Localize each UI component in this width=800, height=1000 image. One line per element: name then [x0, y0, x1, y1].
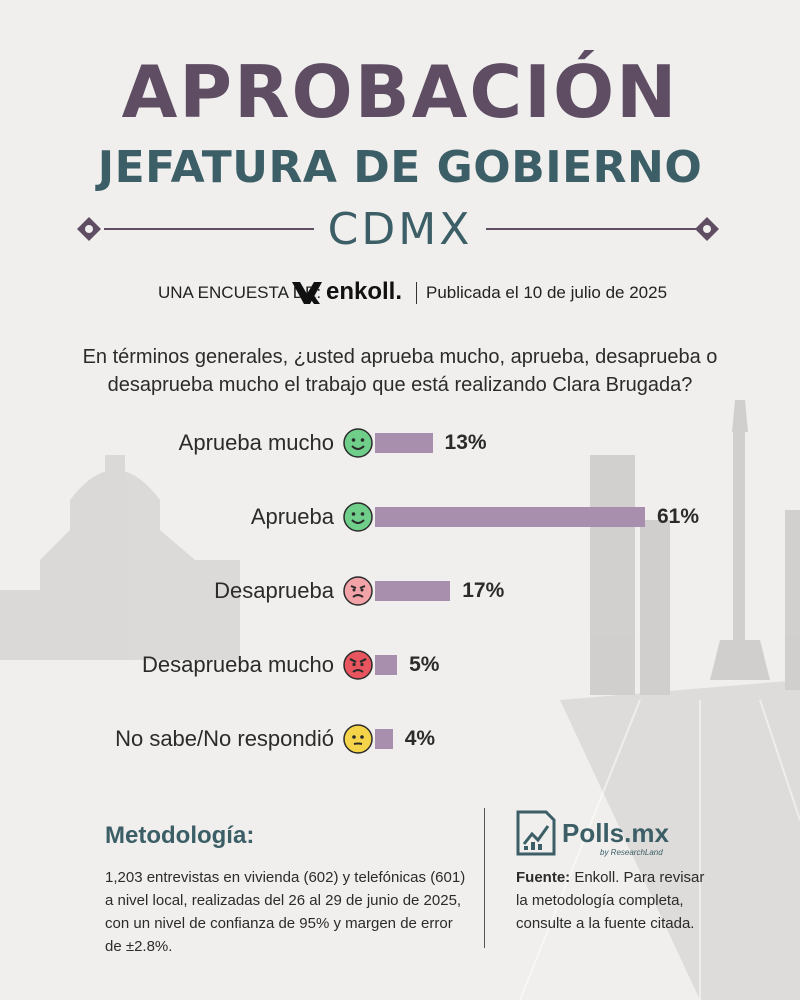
byline: UNA ENCUESTA DE: enkoll. Publicada el 10…: [0, 278, 800, 306]
methodology-title: Metodología:: [105, 822, 255, 849]
survey-label: UNA ENCUESTA DE:: [158, 283, 322, 302]
survey-question: En términos generales, ¿usted aprueba mu…: [82, 346, 718, 396]
source-text: Fuente: Enkoll. Para revisar la metodolo…: [516, 866, 716, 935]
ornament-left-icon: [77, 217, 101, 241]
city-label: CDMX: [327, 204, 473, 255]
byline-divider: [416, 282, 417, 304]
source-label: Fuente:: [516, 869, 571, 886]
polls-mx-name: Polls.mx: [562, 818, 669, 848]
enkoll-brand: enkoll.: [326, 278, 403, 305]
methodology-text: 1,203 entrevistas en vivienda (602) y te…: [105, 869, 466, 955]
page-title: APROBACIÓN: [121, 50, 679, 134]
footer-divider: [484, 808, 485, 948]
published-date: Publicada el 10 de julio de 2025: [426, 283, 668, 302]
ornament-line-right: [486, 228, 696, 230]
polls-mx-sub: by ResearchLand: [600, 848, 663, 857]
ornament-right-icon: [695, 217, 719, 241]
enkoll-logo-icon: [292, 282, 322, 304]
polls-mx-logo-icon: [516, 810, 556, 856]
page-subtitle: JEFATURA DE GOBIERNO: [97, 142, 703, 193]
ornament-line-left: [104, 228, 314, 230]
source-body: Enkoll. Para revisar la metodología comp…: [516, 869, 705, 932]
